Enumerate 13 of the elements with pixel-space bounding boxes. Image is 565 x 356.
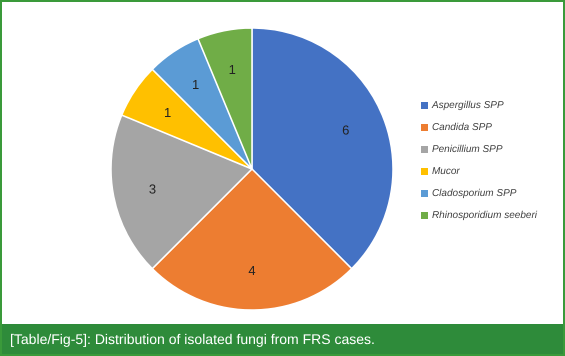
text: [Table/Fig-5]: Distribution of isolated fungi from FRS cases. — [2, 324, 563, 354]
data-label: 4 — [248, 263, 256, 278]
data-label: 1 — [228, 62, 236, 77]
data-label: 1 — [164, 105, 172, 120]
legend-label: Candida SPP — [432, 122, 492, 133]
legend-label: Mucor — [432, 166, 460, 177]
legend-label: Rhinosporidium seeberi — [432, 210, 537, 221]
data-label: 1 — [192, 77, 200, 92]
data-label: 3 — [148, 181, 156, 196]
legend-label: Aspergillus SPP — [432, 100, 504, 111]
data-label: 6 — [342, 122, 350, 138]
legend-label: Penicillium SPP — [432, 144, 503, 155]
legend-label: Cladosporium SPP — [432, 188, 516, 199]
